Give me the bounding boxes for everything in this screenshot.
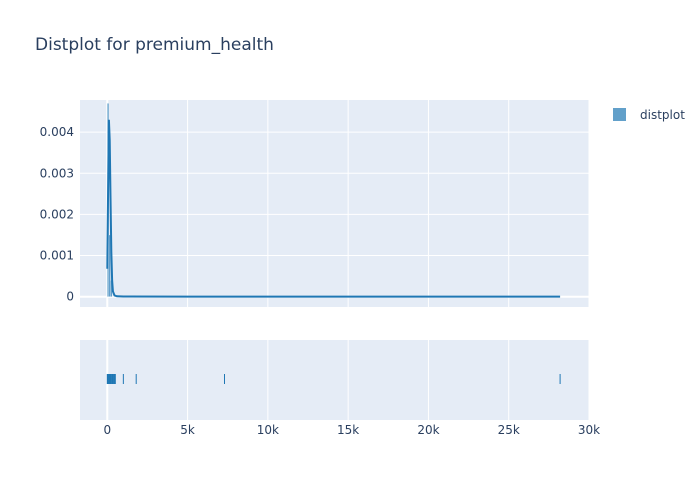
x-tick-label: 10k (257, 423, 279, 437)
legend[interactable]: distplot (613, 108, 685, 122)
rug-plot-area[interactable] (80, 340, 589, 420)
x-tick-label: 5k (180, 423, 195, 437)
main-plot-area[interactable] (80, 100, 589, 307)
y-axis-ticks: 0 0.001 0.002 0.003 0.004 (40, 125, 74, 304)
y-tick-label: 0.002 (40, 207, 74, 221)
y-tick-label: 0.003 (40, 166, 74, 180)
y-tick-label: 0.001 (40, 249, 74, 263)
x-axis-ticks: 0 5k 10k 15k 20k 25k 30k (103, 423, 600, 437)
x-tick-label: 20k (417, 423, 439, 437)
legend-swatch[interactable] (613, 108, 626, 121)
y-tick-label: 0 (66, 290, 74, 304)
chart-title: Distplot for premium_health (35, 35, 274, 55)
x-tick-label: 25k (498, 423, 520, 437)
x-tick-label: 0 (103, 423, 111, 437)
legend-label[interactable]: distplot (640, 108, 685, 122)
x-tick-label: 15k (337, 423, 359, 437)
y-tick-label: 0.004 (40, 125, 74, 139)
x-tick-label: 30k (578, 423, 600, 437)
